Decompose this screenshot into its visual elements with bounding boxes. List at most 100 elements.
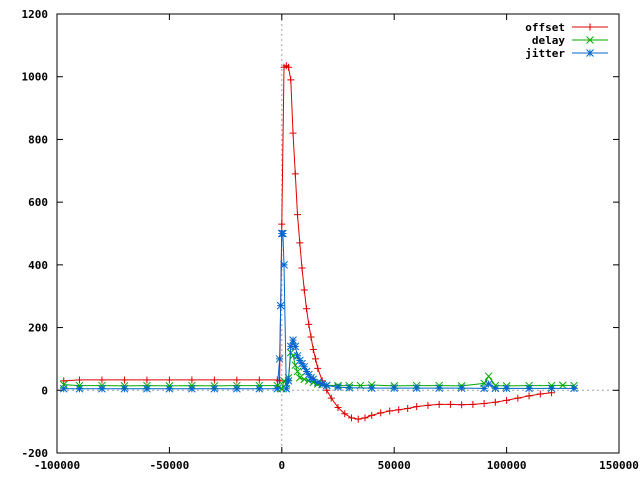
data-point-offset (413, 403, 421, 411)
data-point-offset (361, 414, 369, 422)
data-point-offset (480, 399, 488, 407)
y-tick-label: 1000 (22, 71, 49, 84)
y-tick-label: 800 (28, 133, 48, 146)
data-point-jitter (484, 380, 493, 388)
data-point-offset (469, 400, 477, 408)
x-tick-label: 0 (278, 459, 285, 472)
data-point-jitter (255, 384, 264, 393)
data-point-offset (309, 346, 317, 354)
legend-label-delay: delay (532, 34, 565, 47)
data-point-jitter (210, 384, 219, 393)
data-point-jitter (480, 384, 488, 393)
plot-frame (56, 13, 620, 454)
data-point-offset (75, 376, 83, 384)
data-point-offset (458, 401, 466, 409)
data-point-offset (491, 398, 499, 406)
data-point-offset (354, 415, 362, 423)
data-point-offset (278, 220, 286, 228)
data-point-jitter (188, 384, 196, 393)
data-point-offset (294, 211, 302, 219)
data-point-jitter (293, 351, 302, 360)
data-point-offset (327, 394, 335, 402)
data-point-offset (347, 414, 355, 422)
data-point-offset (341, 410, 349, 418)
data-point-offset (377, 409, 385, 417)
data-point-jitter (502, 384, 511, 393)
data-point-jitter (367, 384, 376, 392)
x-tick-label: -50000 (150, 459, 190, 472)
data-point-offset (525, 392, 533, 400)
y-tick-label: -200 (22, 447, 49, 460)
data-point-offset (233, 376, 241, 384)
data-point-jitter (300, 362, 309, 371)
data-point-offset (296, 239, 304, 247)
data-point-offset (291, 170, 299, 178)
data-point-jitter (282, 384, 291, 393)
data-point-jitter (525, 384, 533, 393)
data-point-jitter (275, 355, 284, 363)
data-point-offset (120, 376, 128, 384)
y-tick-label: 1200 (22, 8, 49, 21)
data-point-offset (188, 376, 196, 384)
data-point-offset (298, 264, 306, 272)
data-point-jitter (298, 359, 306, 368)
data-point-jitter (280, 261, 288, 269)
data-point-offset (300, 286, 308, 294)
y-tick-label: 0 (41, 384, 48, 397)
data-point-offset (514, 394, 522, 402)
data-point-jitter (295, 356, 304, 365)
data-point-delay (293, 367, 302, 376)
data-point-offset (536, 390, 544, 398)
data-point-jitter (412, 384, 421, 392)
data-point-offset (305, 320, 313, 328)
data-point-offset (424, 401, 432, 409)
data-point-offset (98, 376, 106, 384)
data-point-jitter (313, 378, 322, 387)
legend-label-jitter: jitter (525, 47, 565, 60)
legend-marker-delay (586, 36, 594, 44)
data-point-jitter (318, 380, 327, 388)
data-point-jitter (309, 375, 318, 384)
data-point-jitter (75, 384, 84, 393)
data-point-offset (395, 406, 403, 414)
data-point-delay (484, 372, 493, 381)
data-point-jitter (232, 384, 241, 393)
data-point-jitter (120, 384, 129, 393)
data-point-offset (303, 305, 311, 313)
x-tick-label: 50000 (378, 459, 411, 472)
data-point-offset (285, 63, 293, 71)
data-point-jitter (165, 384, 174, 393)
data-point-jitter (286, 342, 295, 351)
series-line-jitter (63, 233, 574, 390)
y-tick-label: 200 (28, 322, 48, 335)
data-point-jitter (273, 384, 282, 393)
series-line-offset (63, 65, 552, 420)
data-point-offset (60, 377, 68, 385)
data-point-offset (435, 400, 443, 408)
data-point-offset (314, 364, 322, 372)
data-point-offset (446, 400, 454, 408)
data-point-offset (503, 396, 511, 404)
data-point-jitter (59, 384, 68, 393)
y-tick-label: 600 (28, 196, 48, 209)
data-point-jitter (334, 383, 342, 392)
data-point-jitter (276, 301, 285, 310)
data-point-jitter (98, 384, 106, 393)
data-point-jitter (143, 384, 151, 393)
x-tick-label: -100000 (34, 459, 80, 472)
data-point-delay (558, 381, 567, 390)
data-point-jitter (345, 383, 354, 392)
x-tick-label: 100000 (487, 459, 527, 472)
data-point-offset (404, 404, 412, 412)
data-point-offset (307, 333, 315, 341)
data-point-jitter (322, 381, 331, 390)
series-jitter (59, 229, 578, 393)
data-point-jitter (457, 384, 466, 392)
data-point-offset (255, 376, 263, 384)
data-point-offset (165, 376, 173, 384)
data-point-jitter (547, 384, 556, 393)
x-tick-label: 150000 (599, 459, 639, 472)
data-point-jitter (291, 342, 300, 351)
